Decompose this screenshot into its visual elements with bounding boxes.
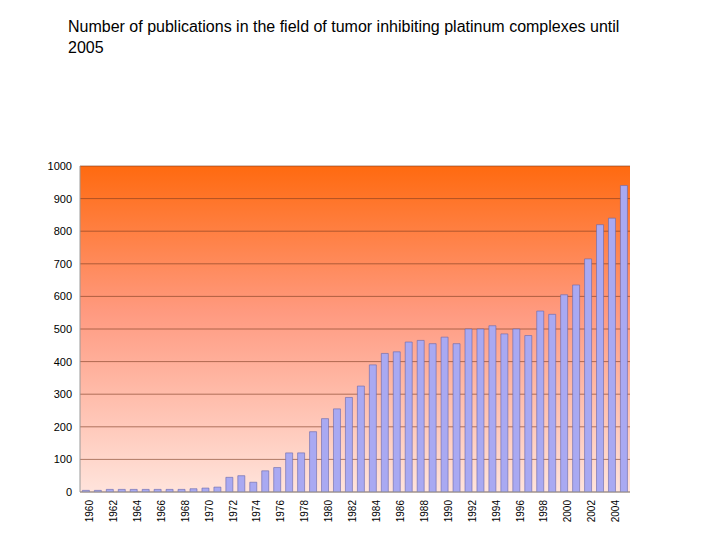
svg-text:1996: 1996 <box>515 500 526 523</box>
svg-text:1966: 1966 <box>156 500 167 523</box>
svg-text:1980: 1980 <box>323 500 334 523</box>
html-text:Number of publications in the: Number of publications in the field of t… <box>68 18 620 56</box>
svg-text:1970: 1970 <box>204 500 215 523</box>
svg-text:1976: 1976 <box>275 500 286 523</box>
svg-text:600: 600 <box>54 290 72 302</box>
svg-text:1000: 1000 <box>48 160 72 172</box>
svg-text:2004: 2004 <box>610 500 621 523</box>
svg-text:700: 700 <box>54 258 72 270</box>
svg-text:1968: 1968 <box>180 500 191 523</box>
svg-text:1994: 1994 <box>491 500 502 523</box>
svg-text:1984: 1984 <box>371 500 382 523</box>
svg-text:2000: 2000 <box>562 500 573 523</box>
svg-text:500: 500 <box>54 323 72 335</box>
svg-text:300: 300 <box>54 388 72 400</box>
svg-text:1978: 1978 <box>299 500 310 523</box>
svg-text:900: 900 <box>54 193 72 205</box>
svg-text:800: 800 <box>54 225 72 237</box>
svg-text:1962: 1962 <box>108 500 119 523</box>
svg-text:1974: 1974 <box>251 500 262 523</box>
svg-text:1990: 1990 <box>443 500 454 523</box>
svg-text:1986: 1986 <box>395 500 406 523</box>
svg-text:1964: 1964 <box>132 500 143 523</box>
svg-text:1998: 1998 <box>538 500 549 523</box>
svg-text:400: 400 <box>54 356 72 368</box>
svg-text:2002: 2002 <box>586 500 597 523</box>
svg-text:200: 200 <box>54 421 72 433</box>
svg-text:1988: 1988 <box>419 500 430 523</box>
svg-text:1960: 1960 <box>84 500 95 523</box>
svg-text:100: 100 <box>54 453 72 465</box>
svg-text:1992: 1992 <box>467 500 478 523</box>
svg-text:1972: 1972 <box>228 500 239 523</box>
svg-text:0: 0 <box>66 486 72 498</box>
svg-text:1982: 1982 <box>347 500 358 523</box>
